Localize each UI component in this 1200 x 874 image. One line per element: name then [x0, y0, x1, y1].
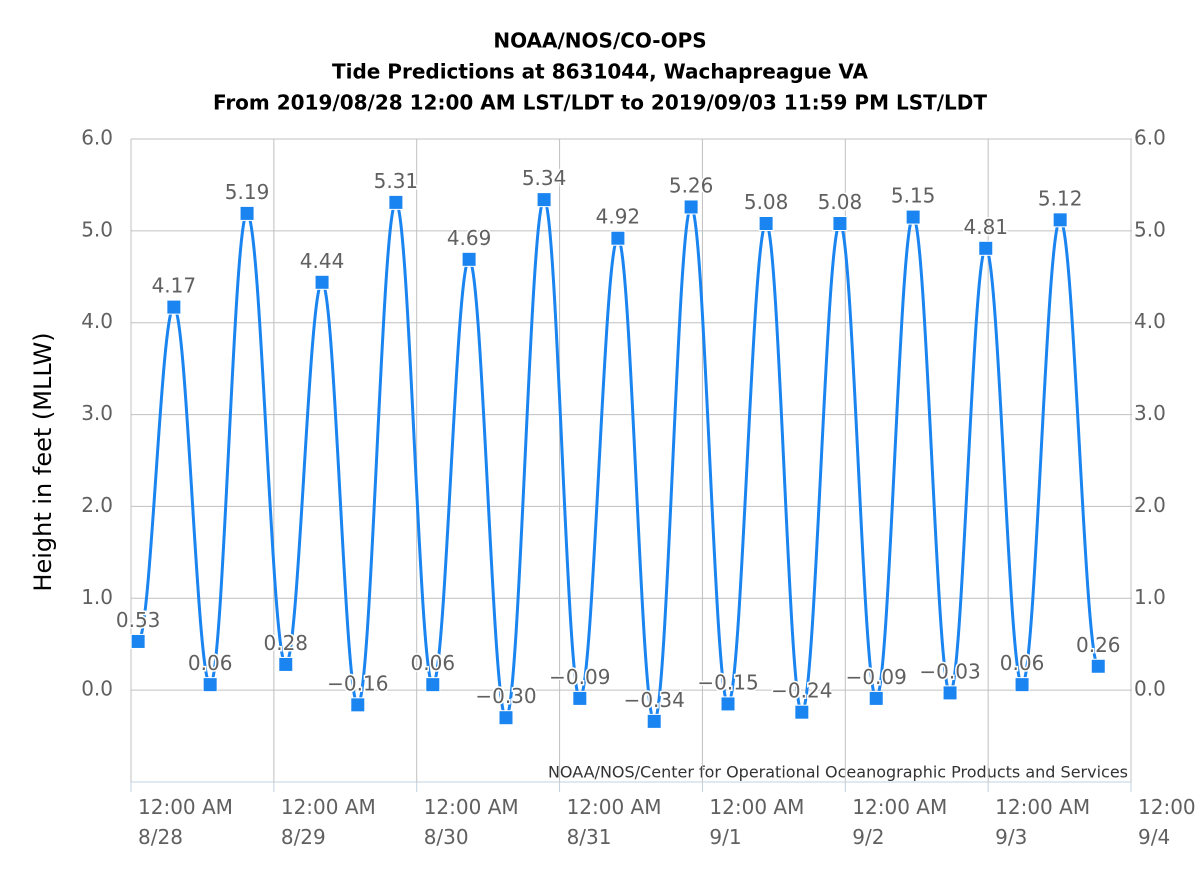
point-marker: [388, 194, 404, 210]
y2-tick-label: 4.0: [1134, 309, 1166, 333]
point-marker: [425, 677, 441, 693]
x-tick-label: 12:00 AM 8/29: [280, 795, 376, 849]
data-label: 5.15: [891, 184, 936, 208]
data-label: 4.81: [963, 215, 1008, 239]
data-label: −0.09: [846, 665, 907, 689]
data-label: 0.53: [116, 608, 161, 632]
y-tick-label: 3.0: [81, 401, 113, 425]
point-marker: [314, 274, 330, 290]
x-tick-label: 12:00 AM 9/1: [709, 795, 805, 849]
y-tick-label: 0.0: [81, 677, 113, 701]
point-marker: [1014, 677, 1030, 693]
x-tick-label: 12:00 AM 8/31: [566, 795, 662, 849]
point-marker: [278, 656, 294, 672]
point-marker: [498, 710, 514, 726]
point-marker: [610, 230, 626, 246]
y-axis-label: Height in feet (MLLW): [29, 332, 57, 591]
chart-title: NOAA/NOS/CO-OPS: [493, 29, 706, 53]
point-marker: [978, 240, 994, 256]
y2-tick-label: 1.0: [1134, 585, 1166, 609]
point-marker: [832, 216, 848, 232]
point-marker: [461, 251, 477, 267]
grid: [130, 138, 1132, 782]
point-marker: [1090, 658, 1106, 674]
data-label: 5.19: [225, 180, 270, 204]
y-tick-label: 5.0: [81, 217, 113, 241]
y-tick-label: 4.0: [81, 309, 113, 333]
x-tick-label: 12:00 9/4: [1138, 795, 1196, 849]
data-label: 5.12: [1038, 186, 1083, 210]
point-marker: [646, 713, 662, 729]
data-label: −0.30: [475, 684, 536, 708]
y2-tick-label: 2.0: [1134, 493, 1166, 517]
point-marker: [905, 209, 921, 225]
data-label: 0.06: [1000, 651, 1045, 675]
data-label: 4.92: [596, 205, 641, 229]
point-marker: [942, 685, 958, 701]
data-label: 4.69: [447, 226, 492, 250]
y-tick-label: 2.0: [81, 493, 113, 517]
chart-subtitle: Tide Predictions at 8631044, Wachapreagu…: [332, 60, 869, 84]
point-marker: [572, 690, 588, 706]
y2-tick-label: 3.0: [1134, 401, 1166, 425]
point-marker: [683, 199, 699, 215]
point-marker: [758, 216, 774, 232]
data-label: −0.03: [919, 659, 980, 683]
credits: NOAA/NOS/Center for Operational Oceanogr…: [548, 763, 1128, 782]
data-label: −0.34: [624, 688, 685, 712]
data-label: −0.09: [549, 665, 610, 689]
data-label: 5.34: [522, 166, 567, 190]
data-label: 5.08: [818, 190, 863, 214]
x-tick-label: 12:00 AM 8/30: [423, 795, 519, 849]
x-tick-label: 12:00 AM 8/28: [138, 795, 233, 849]
y2-tick-label: 5.0: [1134, 217, 1166, 241]
y2-tick-label: 6.0: [1134, 126, 1166, 150]
point-marker: [202, 677, 218, 693]
point-marker: [130, 633, 146, 649]
data-label: 4.17: [152, 274, 197, 298]
data-label: 4.44: [300, 249, 345, 273]
data-label: 5.26: [669, 173, 714, 197]
data-label: 5.08: [744, 190, 789, 214]
data-label: 0.28: [263, 631, 308, 655]
data-label: −0.16: [327, 671, 388, 695]
y2-tick-label: 0.0: [1134, 677, 1166, 701]
y-tick-label: 6.0: [81, 126, 113, 150]
data-label: 0.06: [188, 651, 233, 675]
x-tick-label: 12:00 AM 9/2: [852, 795, 948, 849]
data-label: −0.24: [771, 679, 832, 703]
data-label: 5.31: [374, 169, 419, 193]
point-marker: [166, 299, 182, 315]
point-marker: [239, 205, 255, 221]
point-marker: [1052, 212, 1068, 228]
y-tick-label: 1.0: [81, 585, 113, 609]
data-label: 0.26: [1076, 633, 1121, 657]
x-tick-label: 12:00 AM 9/3: [995, 795, 1091, 849]
point-marker: [536, 192, 552, 208]
tide-line: [136, 198, 1100, 723]
chart-subtitle: From 2019/08/28 12:00 AM LST/LDT to 2019…: [213, 91, 987, 115]
point-marker: [868, 690, 884, 706]
point-marker: [350, 697, 366, 713]
point-marker: [720, 696, 736, 712]
data-label: 0.06: [411, 651, 456, 675]
point-marker: [794, 704, 810, 720]
data-label: −0.15: [697, 670, 758, 694]
